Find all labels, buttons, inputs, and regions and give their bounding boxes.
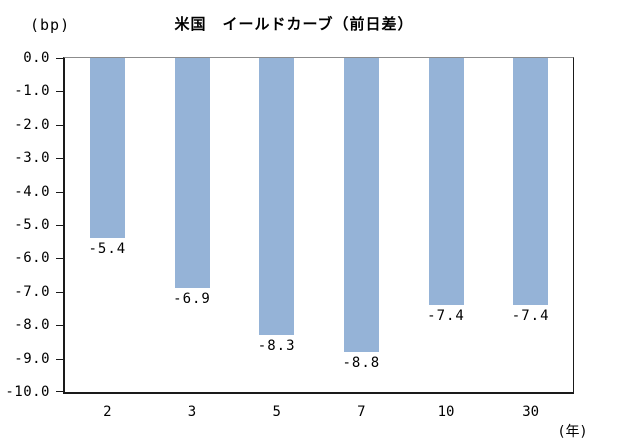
y-axis-unit-label: (bp): [30, 16, 71, 34]
x-axis-unit-label: (年): [559, 424, 587, 440]
bar-value-label: -7.4: [511, 308, 550, 325]
y-tick-mark: [56, 291, 63, 293]
bar: [89, 58, 125, 239]
y-axis-labels: 0.0 -1.0 -2.0 -3.0 -4.0 -5.0 -6.0 -7.0 -8.0 -9.0 -…: [0, 50, 50, 400]
y-tick-mark: [56, 358, 63, 360]
y-tick-mark: [56, 91, 63, 93]
bar: [343, 58, 379, 352]
x-tick-label: 5: [272, 404, 281, 420]
y-tick-label: -3.0: [14, 150, 50, 167]
x-tick-label: 2: [103, 404, 112, 420]
y-tick-mark: [56, 124, 63, 126]
x-tick-label: 30: [522, 404, 540, 420]
bar: [513, 58, 549, 306]
x-axis-labels: 2 3 5 7 10 30: [65, 403, 573, 423]
y-tick-label: -1.0: [14, 83, 50, 100]
bar-value-label: -6.9: [173, 291, 211, 308]
x-tick-label: 3: [187, 404, 197, 420]
y-tick-label: -5.0: [14, 217, 50, 233]
bar-value-label: -7.4: [427, 308, 465, 325]
bar: [174, 58, 210, 289]
y-tick-label: -9.0: [14, 350, 50, 367]
plot-area: -5.4 -6.9 -8.3 -8.8 -7.4 -7.4: [56, 57, 574, 394]
y-tick-label: -4.0: [14, 183, 50, 200]
y-tick-mark: [56, 325, 63, 327]
bar-value-label: -5.4: [88, 241, 127, 258]
y-tick-label: -10.0: [5, 384, 50, 400]
y-tick-mark: [56, 158, 63, 160]
y-tick-label: -8.0: [14, 317, 50, 334]
y-tick-label: -6.0: [14, 250, 50, 267]
y-tick-label: -7.0: [14, 283, 50, 300]
x-tick-label: 7: [357, 404, 366, 420]
y-tick-mark: [56, 58, 63, 59]
y-tick-mark: [56, 391, 63, 392]
bar-value-label: -8.8: [342, 354, 381, 371]
bar-value-label: -8.3: [257, 338, 296, 355]
y-tick-label: -2.0: [14, 116, 50, 133]
bar: [259, 58, 295, 336]
x-tick-label: 10: [437, 404, 455, 420]
bar: [428, 58, 464, 306]
y-tick-label: 0.0: [23, 50, 50, 66]
y-tick-mark: [56, 191, 63, 193]
y-tick-mark: [56, 225, 63, 226]
y-tick-mark: [56, 258, 63, 260]
chart-title: 米国 イールドカーブ（前日差）: [174, 15, 414, 33]
